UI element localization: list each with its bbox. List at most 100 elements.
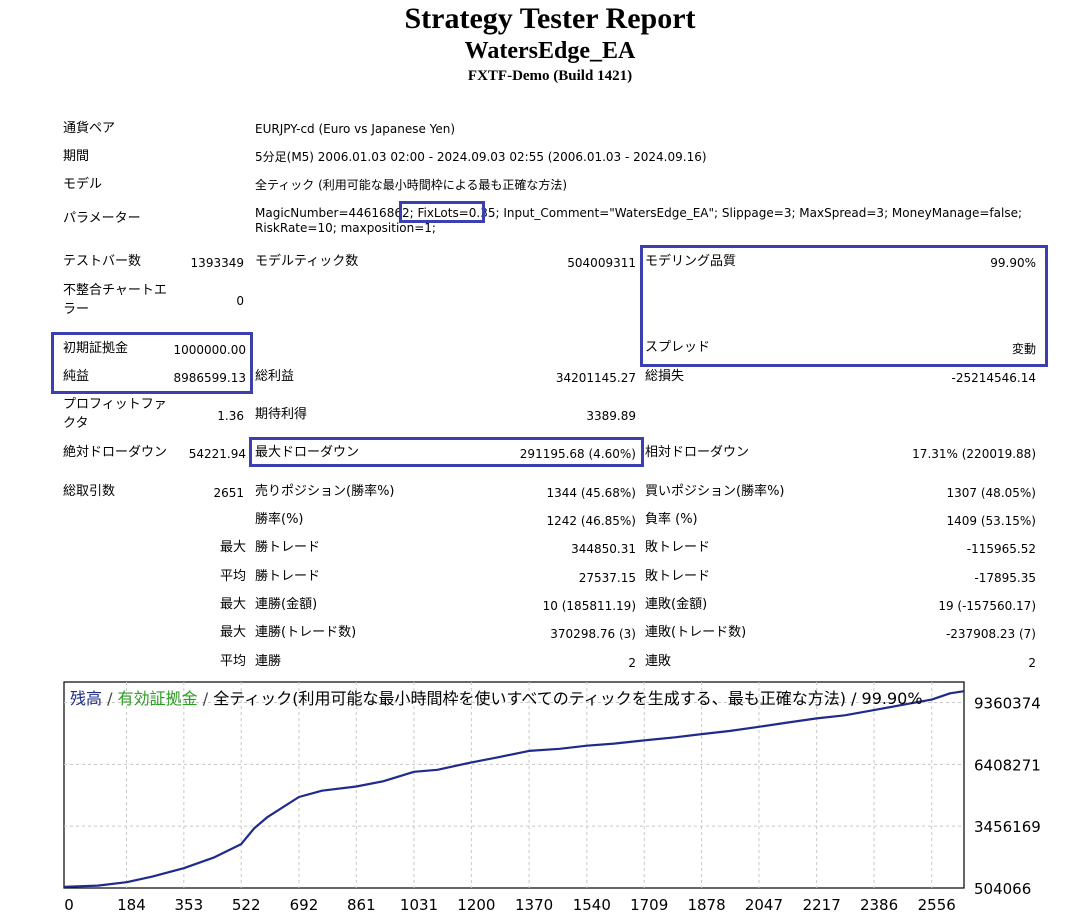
spread-label: スプレッド bbox=[645, 340, 711, 355]
net-profit-label: 純益 bbox=[63, 369, 90, 384]
chart-legend: 残高 / 有効証拠金 / 全ティック(利用可能な最小時間枠を使いすべてのティック… bbox=[70, 689, 923, 708]
x-tick-label: 692 bbox=[290, 896, 319, 914]
x-tick-label: 2556 bbox=[918, 896, 956, 914]
plot-area bbox=[63, 681, 965, 889]
server-build: FXTF-Demo (Build 1421) bbox=[467, 68, 633, 84]
gross-loss-label: 総損失 bbox=[645, 369, 685, 384]
profit-factor-value: 1.36 bbox=[217, 409, 244, 423]
max-label-2: 最大 bbox=[219, 597, 246, 612]
pair-value: EURJPY-cd (Euro vs Japanese Yen) bbox=[255, 122, 456, 136]
avg-loss-trade-value: -17895.35 bbox=[974, 571, 1036, 585]
abs-drawdown-value: 54221.94 bbox=[188, 447, 246, 461]
x-tick-label: 522 bbox=[232, 896, 261, 914]
consec-win-trades-label: 連勝(トレード数) bbox=[255, 625, 357, 640]
mismatch-label: 不整合チャートエ bbox=[63, 283, 167, 298]
mismatch-label-2: ラー bbox=[63, 302, 90, 317]
max-label: 最大 bbox=[219, 540, 246, 555]
max-drawdown-value: 291195.68 (4.60%) bbox=[519, 447, 636, 461]
y-tick-label: 3456169 bbox=[974, 818, 1041, 836]
long-positions-label: 買いポジション(勝率%) bbox=[645, 484, 785, 499]
balance-chart-svg: 0 184 353 522 692 861 1031 1200 1370 1540 1709 1878… bbox=[63, 681, 1041, 914]
avg-consec-loss-value: 2 bbox=[1028, 656, 1036, 670]
x-tick-label: 1370 bbox=[515, 896, 553, 914]
model-value: 全ティック (利用可能な最小時間枠による最も正確な方法) bbox=[255, 178, 568, 192]
avg-consec-win-label: 連勝 bbox=[255, 654, 282, 669]
loss-rate-label: 負率 (%) bbox=[645, 512, 698, 527]
consec-loss-trades-label: 連敗(トレード数) bbox=[645, 625, 747, 640]
x-tick-label: 0 bbox=[64, 896, 74, 914]
consec-loss-trades-value: -237908.23 (7) bbox=[945, 627, 1036, 641]
rel-drawdown-value: 17.31% (220019.88) bbox=[912, 447, 1036, 461]
avg-consec-loss-label: 連敗 bbox=[645, 654, 672, 669]
avg-label: 平均 bbox=[219, 569, 246, 584]
legend-description: 全ティック(利用可能な最小時間枠を使いすべてのティックを生成する、最も正確な方法… bbox=[213, 689, 923, 708]
max-drawdown-highlight bbox=[249, 437, 644, 467]
ea-name: WatersEdge_EA bbox=[464, 38, 636, 64]
max-win-trade-label: 勝トレード bbox=[255, 540, 321, 555]
expected-payoff-label: 期待利得 bbox=[255, 407, 308, 422]
x-tick-label: 1031 bbox=[400, 896, 438, 914]
legend-balance: 残高 bbox=[70, 689, 103, 708]
quality-value: 99.90% bbox=[990, 256, 1036, 270]
quality-label: モデリング品質 bbox=[645, 254, 737, 269]
x-tick-label: 1709 bbox=[630, 896, 668, 914]
series-line bbox=[63, 690, 965, 888]
bars-value: 1393349 bbox=[190, 256, 244, 270]
avg-loss-trade-label: 敗トレード bbox=[645, 569, 711, 584]
pair-label: 通貨ペア bbox=[63, 121, 116, 136]
params-magic: MagicNumber=44616862; bbox=[255, 206, 414, 220]
profit-factor-label-2: クタ bbox=[63, 416, 89, 431]
gross-profit-value: 34201145.27 bbox=[555, 371, 636, 385]
x-tick-label: 1200 bbox=[457, 896, 495, 914]
x-tick-label: 184 bbox=[117, 896, 146, 914]
y-tick-label: 504066 bbox=[974, 880, 1031, 898]
max-label-3: 最大 bbox=[219, 625, 246, 640]
avg-win-trade-label: 勝トレード bbox=[255, 569, 321, 584]
win-rate-label: 勝率(%) bbox=[255, 512, 304, 527]
avg-label-2: 平均 bbox=[219, 654, 246, 669]
consec-loss-amount-value: 19 (-157560.17) bbox=[938, 599, 1036, 613]
consec-win-trades-value: 370298.76 (3) bbox=[550, 627, 636, 641]
x-tick-label: 2386 bbox=[860, 896, 898, 914]
legend-equity: 有効証拠金 bbox=[117, 689, 198, 708]
x-tick-label: 2217 bbox=[803, 896, 841, 914]
deposit-value: 1000000.00 bbox=[173, 343, 246, 357]
mismatch-value: 0 bbox=[236, 294, 244, 308]
report-title: Strategy Tester Report bbox=[404, 2, 696, 35]
period-label: 期間 bbox=[63, 149, 90, 164]
avg-consec-win-value: 2 bbox=[628, 656, 636, 670]
params-line1: MagicNumber=44616862; FixLots=0.35; Inpu… bbox=[255, 205, 1022, 221]
consec-loss-amount-label: 連敗(金額) bbox=[645, 597, 708, 612]
rel-drawdown-label: 相対ドローダウン bbox=[645, 445, 750, 460]
avg-win-trade-value: 27537.15 bbox=[578, 571, 636, 585]
y-tick-label: 9360374 bbox=[974, 695, 1041, 713]
expected-payoff-value: 3389.89 bbox=[586, 409, 636, 423]
short-positions-label: 売りポジション(勝率%) bbox=[255, 484, 395, 499]
y-tick-label: 6408271 bbox=[974, 756, 1041, 774]
model-label: モデル bbox=[63, 177, 103, 192]
balance-chart: 0 184 353 522 692 861 1031 1200 1370 1540 1709 1878… bbox=[62, 680, 1062, 920]
params-label: パラメーター bbox=[63, 211, 141, 226]
total-trades-label: 総取引数 bbox=[63, 484, 116, 499]
max-loss-trade-label: 敗トレード bbox=[645, 540, 711, 555]
spread-value: 変動 bbox=[1011, 342, 1036, 356]
long-positions-value: 1307 (48.05%) bbox=[946, 486, 1036, 500]
loss-rate-value: 1409 (53.15%) bbox=[946, 514, 1036, 528]
x-tick-label: 2047 bbox=[745, 896, 783, 914]
deposit-label: 初期証拠金 bbox=[63, 341, 129, 356]
fixlots-highlight bbox=[399, 201, 485, 223]
bars-label: テストバー数 bbox=[63, 254, 142, 269]
x-tick-label: 1540 bbox=[573, 896, 611, 914]
gross-profit-label: 総利益 bbox=[255, 369, 295, 384]
net-profit-value: 8986599.13 bbox=[173, 371, 246, 385]
params-rest: Input_Comment="WatersEdge_EA"; Slippage=… bbox=[503, 206, 1023, 220]
gross-loss-value: -25214546.14 bbox=[951, 371, 1037, 385]
period-value: 5分足(M5) 2006.01.03 02:00 - 2024.09.03 02… bbox=[255, 150, 707, 164]
max-loss-trade-value: -115965.52 bbox=[966, 542, 1036, 556]
profit-factor-label: プロフィットファ bbox=[63, 397, 167, 412]
total-trades-value: 2651 bbox=[213, 486, 244, 500]
ticks-label: モデルティック数 bbox=[255, 254, 359, 269]
quality-spread-highlight bbox=[640, 245, 1048, 367]
max-win-trade-value: 344850.31 bbox=[571, 542, 636, 556]
params-fixlots: FixLots=0.35; bbox=[417, 206, 500, 220]
